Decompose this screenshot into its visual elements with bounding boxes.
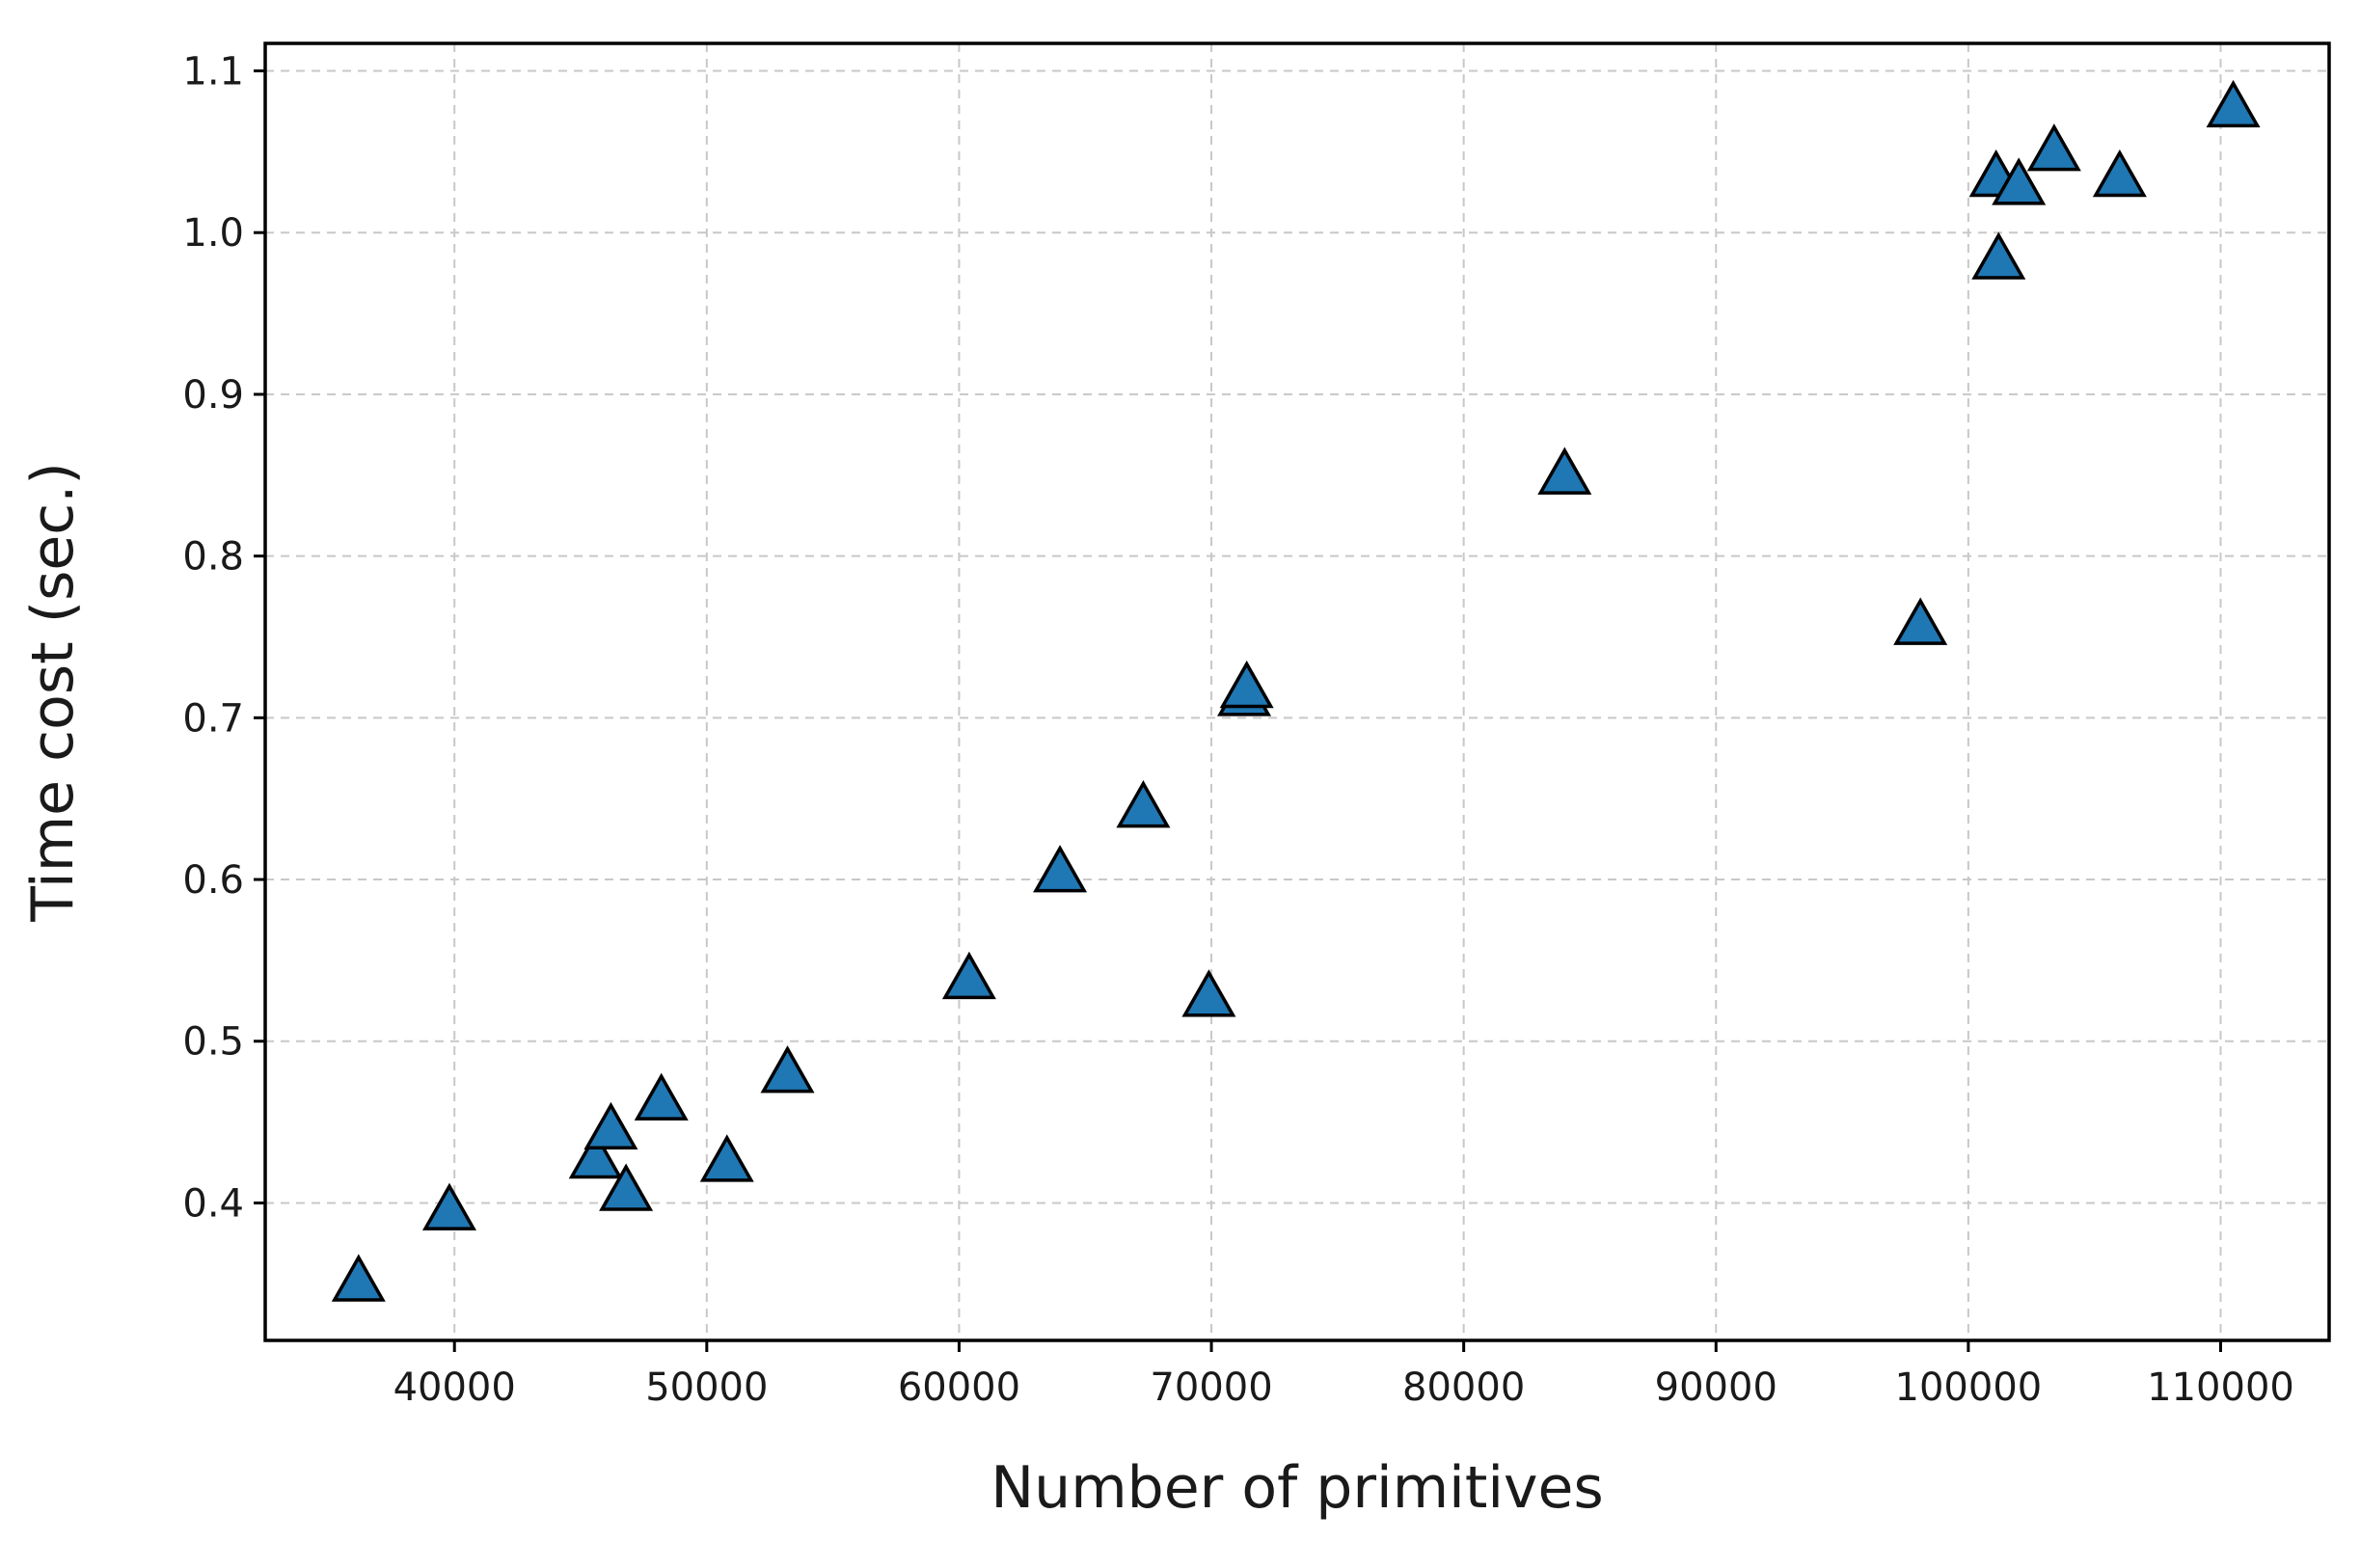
x-tick-label: 90000 xyxy=(1655,1365,1777,1410)
data-point-8 xyxy=(941,951,996,1000)
data-point-11 xyxy=(1181,969,1236,1017)
data-point-1 xyxy=(421,1182,476,1230)
y-axis-title: Time cost (sec.) xyxy=(19,462,87,923)
x-axis-title: Number of primitives xyxy=(990,1454,1603,1522)
data-point-10 xyxy=(1116,780,1171,828)
y-tick-label: 1.1 xyxy=(182,50,244,95)
y-tick-label: 1.0 xyxy=(182,211,244,256)
data-points xyxy=(331,79,2261,1302)
data-point-21 xyxy=(2206,79,2261,128)
plot-frame xyxy=(263,41,2331,1342)
x-tick-label: 80000 xyxy=(1402,1365,1525,1410)
x-tick-label: 70000 xyxy=(1150,1365,1272,1410)
grid-lines xyxy=(265,43,2329,1340)
y-tick-label: 0.4 xyxy=(182,1181,244,1226)
data-point-14 xyxy=(1537,446,1592,495)
data-point-18 xyxy=(1992,157,2047,205)
data-point-6 xyxy=(699,1134,754,1182)
data-point-2 xyxy=(568,1130,623,1179)
y-tick-label: 0.6 xyxy=(182,858,244,903)
data-point-13 xyxy=(1219,660,1274,709)
data-point-19 xyxy=(2026,123,2081,172)
data-point-5 xyxy=(634,1072,689,1121)
x-tick-label: 40000 xyxy=(393,1365,516,1410)
data-point-15 xyxy=(1893,597,1948,645)
data-point-20 xyxy=(2092,149,2147,198)
data-point-7 xyxy=(760,1045,815,1094)
data-point-0 xyxy=(331,1254,386,1302)
x-tick-label: 50000 xyxy=(645,1365,768,1410)
y-tick-label: 0.5 xyxy=(182,1020,244,1065)
x-tick-label: 60000 xyxy=(898,1365,1020,1410)
y-tick-label: 0.9 xyxy=(182,373,244,418)
data-point-16 xyxy=(1971,231,2026,280)
x-tick-label: 110000 xyxy=(2147,1365,2294,1410)
x-tick-label: 100000 xyxy=(1895,1365,2043,1410)
data-point-3 xyxy=(583,1101,638,1150)
axis-ticks: 40000 50000 60000 70000 80000 90000 100000 1100… xyxy=(182,50,2293,1410)
y-tick-label: 0.7 xyxy=(182,696,244,741)
y-tick-label: 0.8 xyxy=(182,535,244,580)
data-point-4 xyxy=(599,1163,654,1211)
data-point-9 xyxy=(1033,845,1088,893)
